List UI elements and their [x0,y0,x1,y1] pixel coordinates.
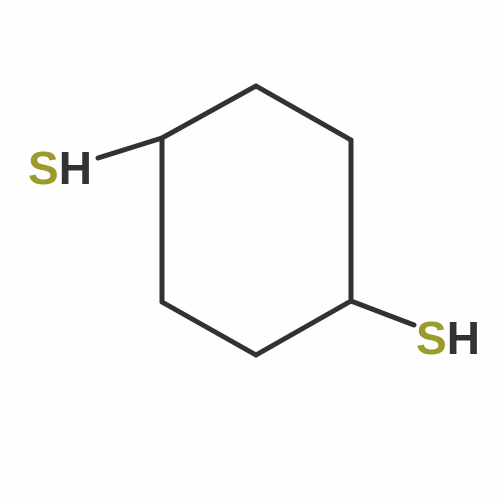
bond [162,86,256,138]
bond [162,302,256,355]
bond [98,138,162,158]
atom-label-sh: SH [416,311,480,365]
atom-s: S [28,142,59,194]
bond [256,301,351,355]
atom-h: H [447,312,480,364]
structure-canvas: SHSH [0,0,500,500]
bond-layer [0,0,500,500]
atom-label-sh: SH [28,141,92,195]
atom-h: H [59,142,92,194]
atom-s: S [416,312,447,364]
bond [351,301,414,325]
bond [256,86,351,140]
